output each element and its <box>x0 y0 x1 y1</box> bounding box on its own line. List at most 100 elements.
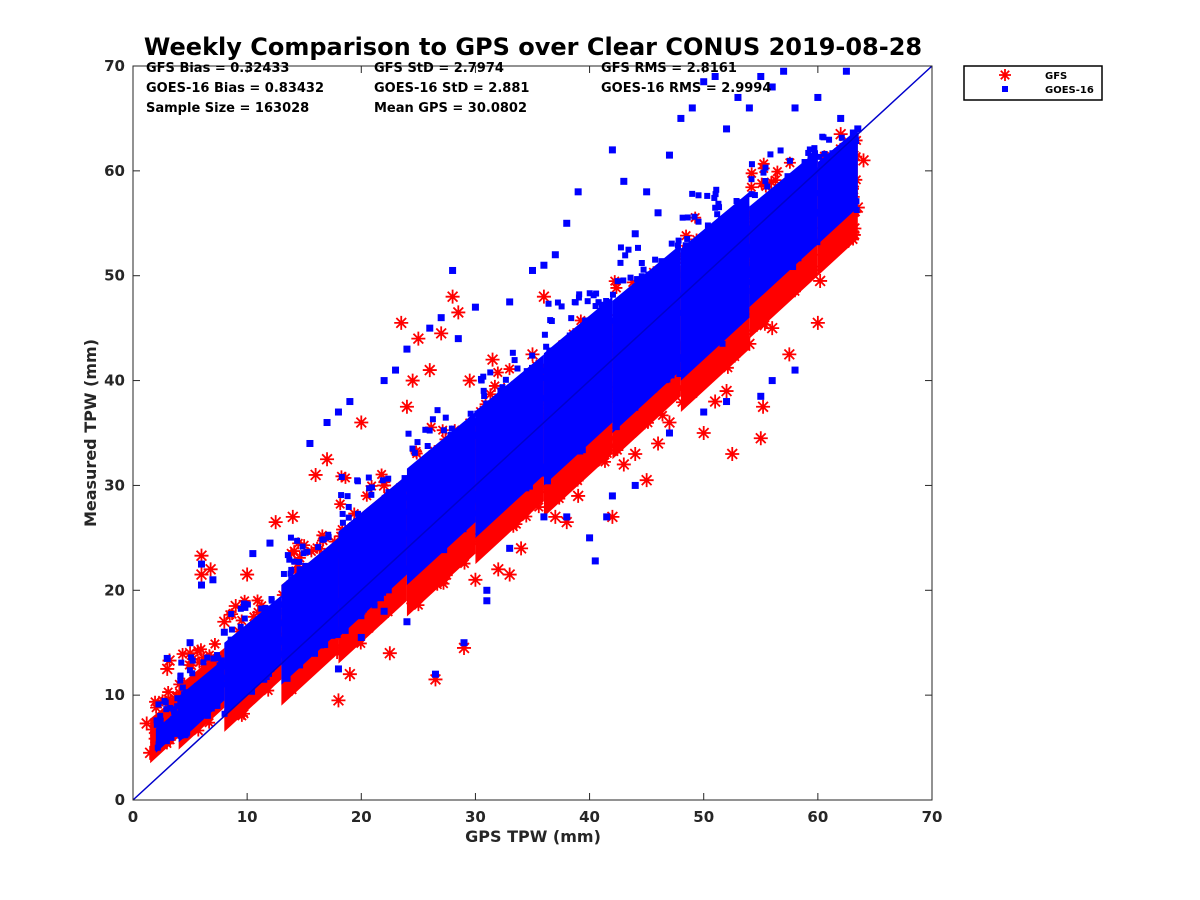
goes-16-point <box>675 309 682 316</box>
goes-16-point <box>588 325 595 332</box>
goes-16-point <box>266 614 273 621</box>
goes-16-point <box>329 632 336 639</box>
gfs-point <box>362 622 375 635</box>
goes-16-point <box>592 384 599 391</box>
goes-16-point <box>293 638 300 645</box>
goes-16-point <box>700 408 708 416</box>
goes-16-point <box>473 419 480 426</box>
gfs-point <box>610 281 623 294</box>
gfs-point <box>750 319 763 332</box>
goes-16-point <box>213 694 220 701</box>
goes-16-point <box>216 662 223 669</box>
stat-goes-std: GOES-16 StD = 2.881 <box>374 81 529 96</box>
goes-16-point <box>651 386 658 393</box>
goes-16-point <box>404 480 411 487</box>
goes-16-point <box>299 543 306 550</box>
goes-16-point <box>774 208 781 215</box>
goes-16-point <box>167 704 174 711</box>
legend: GFS GOES-16 <box>963 65 1103 101</box>
goes-16-point <box>379 477 386 484</box>
goes-16-point <box>792 222 799 229</box>
goes-16-point <box>286 660 293 667</box>
goes-16-point <box>579 447 586 454</box>
goes-16-point <box>261 611 268 618</box>
goes-16-point <box>287 534 294 541</box>
goes-16-point <box>601 367 608 374</box>
goes-16-point <box>722 259 729 266</box>
gfs-point <box>675 396 688 409</box>
goes-16-point <box>634 338 641 345</box>
gfs-point <box>573 451 586 464</box>
gfs-point <box>696 426 711 440</box>
goes-16-point <box>670 360 677 367</box>
goes-16-point <box>475 498 482 505</box>
goes-16-point <box>220 628 228 636</box>
goes-16-point <box>533 392 540 399</box>
goes-16-point <box>646 327 653 334</box>
goes-16-point <box>405 530 412 537</box>
gfs-point <box>782 347 797 362</box>
goes-16-point <box>277 638 284 645</box>
goes-16-point <box>454 474 461 481</box>
goes-16-point <box>603 513 611 521</box>
goes-16-point <box>483 441 490 448</box>
goes-16-point <box>654 329 661 336</box>
goes-16-point <box>440 427 447 434</box>
goes-16-point <box>601 407 608 414</box>
goes-16-point <box>179 684 186 691</box>
goes-16-point <box>265 670 272 677</box>
goes-16-point <box>194 682 201 689</box>
goes-16-point <box>162 699 169 706</box>
gfs-point <box>183 646 198 661</box>
goes-16-point <box>467 410 474 417</box>
goes-16-point <box>665 270 672 277</box>
goes-16-point <box>497 387 504 394</box>
axes-box <box>132 65 933 801</box>
goes-16-point <box>245 672 252 679</box>
gfs-point <box>406 597 419 610</box>
goes-16-point <box>597 411 604 418</box>
gfs-point <box>758 318 771 331</box>
goes-16-point <box>342 627 349 634</box>
x-tick-label: 10 <box>237 808 258 826</box>
gfs-point <box>523 490 536 503</box>
gfs-point <box>676 382 689 395</box>
x-tick-label: 40 <box>579 808 600 826</box>
goes-16-point <box>821 150 828 157</box>
goes-16-point <box>615 322 622 329</box>
goes-16-point <box>534 396 541 403</box>
goes-16-point <box>764 183 771 190</box>
goes-16-point <box>361 557 368 564</box>
goes-16-point <box>682 300 689 307</box>
goes-16-point <box>417 521 424 528</box>
goes-16-point <box>688 104 696 112</box>
goes-16-point <box>318 642 325 649</box>
goes-16-point <box>723 398 731 406</box>
goes-16-point <box>266 605 273 612</box>
gfs-point <box>457 640 472 655</box>
goes-16-point <box>368 484 375 491</box>
goes-16-point <box>489 417 496 424</box>
goes-16-point <box>816 153 823 160</box>
goes-16-point <box>505 450 512 457</box>
goes-16-point <box>584 298 591 305</box>
goes-16-point <box>415 532 422 539</box>
gfs-point <box>571 488 586 503</box>
gfs-point <box>638 417 651 430</box>
goes-16-point <box>471 491 478 498</box>
goes-16-point <box>538 467 545 474</box>
goes-16-point <box>704 192 711 199</box>
goes-16-point <box>606 381 613 388</box>
gfs-point <box>656 388 669 401</box>
goes-16-point <box>771 222 778 229</box>
goes-16-point <box>177 677 184 684</box>
goes-16-point <box>762 177 769 184</box>
one-to-one-line <box>132 65 933 801</box>
goes-16-point <box>237 623 244 630</box>
goes-16-point <box>419 512 426 519</box>
goes-16-point <box>218 658 225 665</box>
goes-16-point <box>553 456 560 463</box>
gfs-point <box>833 240 846 253</box>
goes-16-point <box>525 431 532 438</box>
goes-16-point <box>522 478 529 485</box>
